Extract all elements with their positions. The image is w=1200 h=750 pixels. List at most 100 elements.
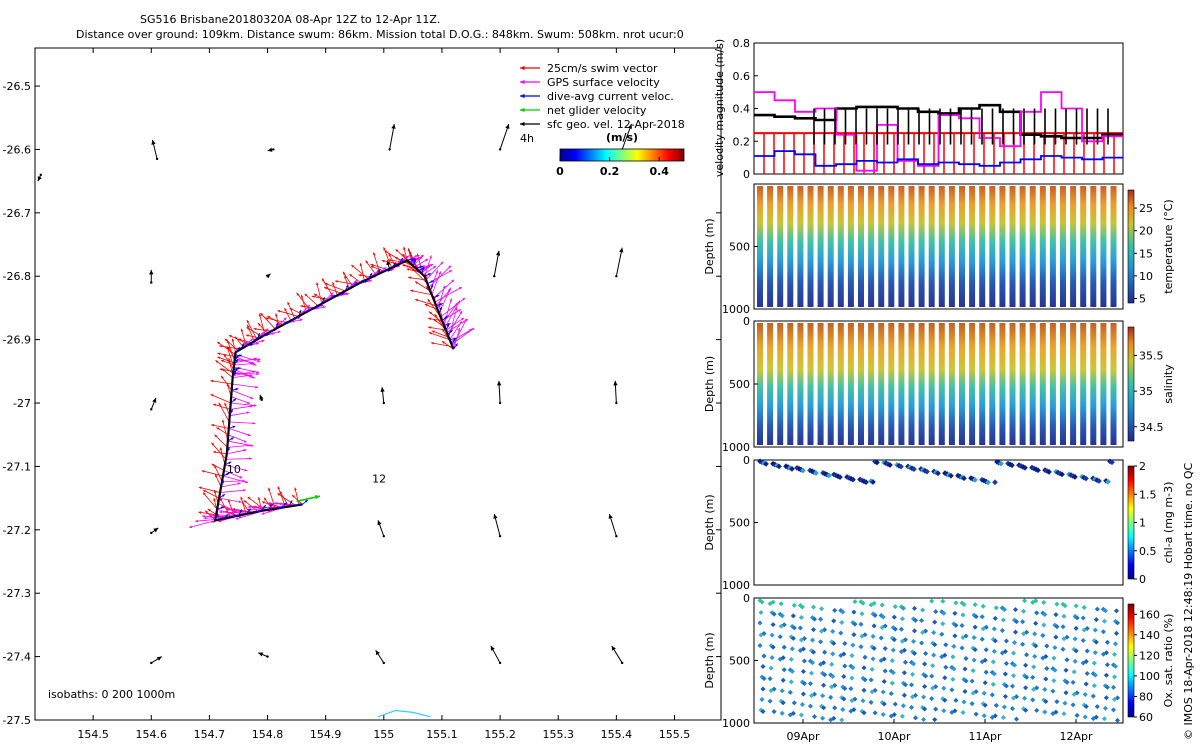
oxygen-point <box>1061 711 1067 717</box>
dive-profile <box>878 323 885 445</box>
current-vector <box>282 321 290 326</box>
oxygen-point <box>878 635 884 641</box>
map-x-tick-label: 154.7 <box>194 728 226 741</box>
current-vector <box>435 303 443 307</box>
section-colorbar <box>1127 465 1135 580</box>
chl-point <box>972 477 978 483</box>
oxygen-point <box>1032 653 1038 659</box>
velocity-y-tick-label: 0.2 <box>733 135 751 148</box>
dive-profile <box>1019 323 1026 445</box>
depth-tick-label: 1000 <box>722 441 750 454</box>
swim-vector <box>210 394 231 404</box>
oxygen-point <box>1084 648 1090 654</box>
section-panel: 0 500 1000 Depth (m) 0 0.5 1 1.5 2 chl-a (mg m-3) <box>703 454 1175 592</box>
oxygen-point <box>931 630 937 636</box>
current-vector <box>451 338 456 345</box>
legend-entry: sfc geo. vel. 12-Apr-2018 <box>547 118 685 131</box>
current-vector <box>274 322 279 330</box>
swim-vector <box>219 447 226 465</box>
dive-profile <box>1080 186 1087 307</box>
chl-point <box>1046 469 1052 475</box>
dive-profile <box>777 323 784 445</box>
dive-profile <box>767 323 774 445</box>
colorbar-tick-label: 1.5 <box>1139 488 1157 501</box>
swim-vector <box>289 307 303 315</box>
oxygen-point <box>943 664 949 670</box>
gps-vector <box>219 497 242 504</box>
section-colorbar <box>1127 189 1135 304</box>
dive-profile <box>767 186 774 307</box>
map-title: SG516 Brisbane20180320A 08-Apr 12Z to 12… <box>140 13 440 26</box>
oxygen-point <box>1102 608 1108 614</box>
oxygen-point <box>862 677 868 683</box>
colorbar-label: (m/s) <box>606 131 638 144</box>
current-vector <box>298 309 302 317</box>
current-vector <box>224 461 232 466</box>
oxygen-point <box>1101 618 1107 624</box>
swim-vector <box>414 281 431 292</box>
oxygen-point <box>771 709 777 715</box>
swim-vector <box>202 489 220 499</box>
chl-point <box>985 479 991 486</box>
oxygen-point <box>841 696 847 702</box>
oxygen-point <box>971 657 977 663</box>
oxygen-point <box>1050 688 1056 694</box>
chl-point <box>870 479 876 485</box>
oxygen-point <box>1073 603 1079 609</box>
depth-tick-label: 1000 <box>722 303 750 316</box>
dive-profile <box>1039 186 1046 307</box>
net-glider-vector <box>296 495 321 503</box>
map-x-tick-label: 155.4 <box>601 728 633 741</box>
geo-vector-origin <box>150 281 153 284</box>
velocity-y-tick-label: 0.8 <box>733 37 751 50</box>
oxygen-point <box>1041 599 1047 606</box>
oxygen-point <box>920 629 926 636</box>
oxygen-point <box>979 636 985 642</box>
oxygen-point <box>780 700 786 706</box>
oxygen-point <box>971 635 977 641</box>
map-y-tick-label: -27.5 <box>3 714 31 727</box>
oxygen-point <box>1042 686 1048 693</box>
dive-profile <box>1090 323 1097 445</box>
geo-vector-origin <box>39 173 43 176</box>
oxygen-point <box>777 634 783 640</box>
oxygen-point <box>880 711 886 718</box>
oxygen-point <box>1110 707 1117 713</box>
oxygen-point <box>1044 643 1050 649</box>
oxygen-point <box>942 697 948 703</box>
oxygen-point <box>1044 665 1050 672</box>
swim-vector <box>316 282 323 304</box>
map-subtitle: Distance over ground: 109km. Distance sw… <box>76 28 684 41</box>
oxygen-point <box>1011 662 1018 668</box>
oxygen-point <box>1013 619 1020 625</box>
geo-vector <box>375 649 385 664</box>
gps-vector <box>233 372 260 376</box>
geo-vector-origin <box>266 655 269 658</box>
oxygen-point <box>922 706 928 712</box>
oxygen-point <box>1040 655 1046 661</box>
velocity-ylabel: velocity magnitude (m/s) <box>713 39 726 177</box>
swim-vector <box>291 494 303 505</box>
dive-profile <box>797 323 804 445</box>
legend-entry: GPS surface velocity <box>547 76 660 89</box>
depth-axis-label: Depth (m) <box>703 632 716 688</box>
oxygen-point <box>787 712 793 718</box>
chl-point <box>992 479 998 486</box>
gps-vector <box>228 427 251 437</box>
dive-profile <box>847 186 854 307</box>
current-vector <box>391 262 397 269</box>
oxygen-point <box>1022 695 1028 701</box>
dive-profile <box>1070 186 1077 307</box>
oxygen-point <box>1010 695 1017 701</box>
dive-profile <box>888 323 895 445</box>
velocity-y-tick-label: 0.4 <box>733 103 751 116</box>
chl-point <box>1035 467 1041 474</box>
oxygen-point <box>780 677 786 683</box>
oxygen-point <box>969 678 975 684</box>
colorbar-tick-label: 100 <box>1139 670 1160 683</box>
dive-profile <box>1060 323 1066 445</box>
depth-tick-label: 500 <box>729 517 750 530</box>
oxygen-point <box>1062 700 1068 706</box>
oxygen-point <box>840 706 846 713</box>
oxygen-point <box>889 658 895 664</box>
